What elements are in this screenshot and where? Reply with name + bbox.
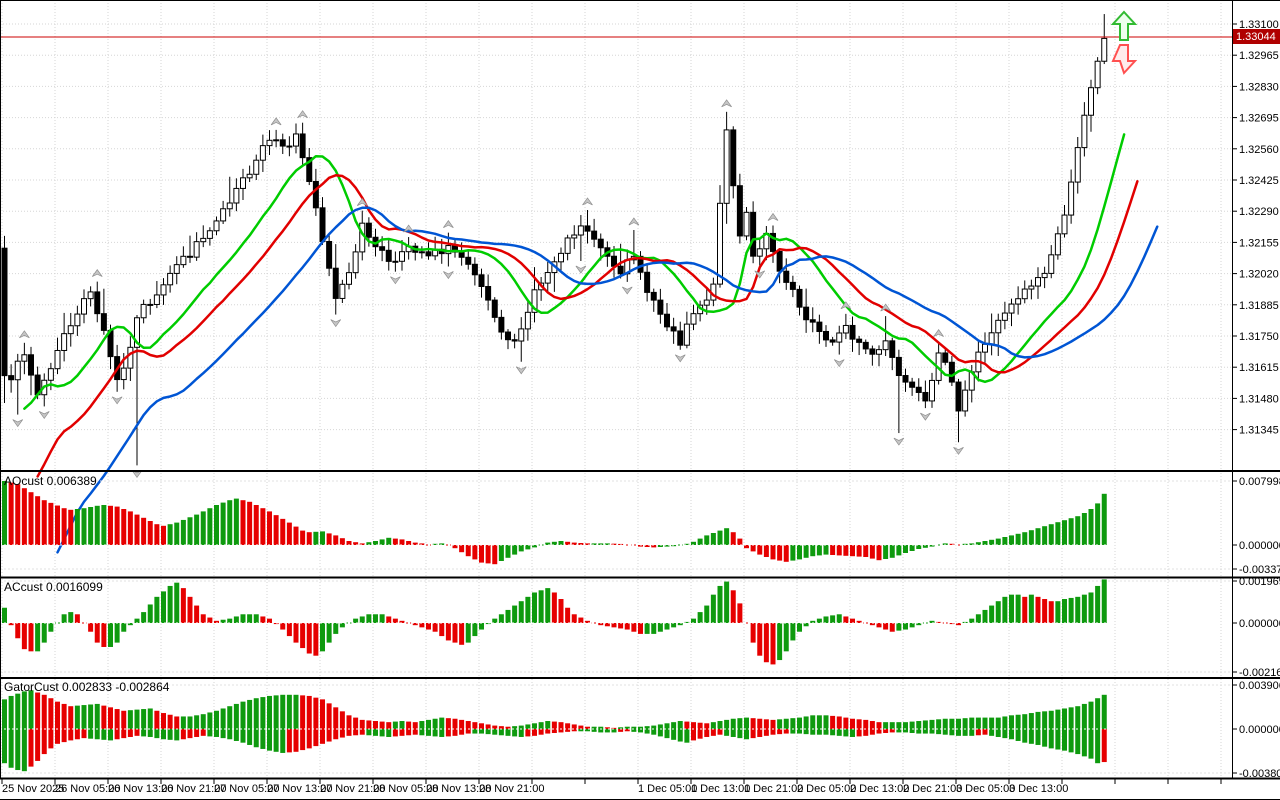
gator-scale-label: 0.003906 — [1239, 680, 1280, 692]
price-axis-label: 1.31885 — [1239, 300, 1279, 312]
fractal-up-icon — [767, 212, 779, 221]
alligator-lines — [23, 133, 1159, 554]
fractal-down-icon — [621, 286, 633, 295]
fractal-down-icon — [754, 270, 766, 279]
price-axis-label: 1.31750 — [1239, 331, 1279, 343]
time-axis-label: 2 Dec 21:00 — [903, 783, 962, 795]
fractal-up-icon — [628, 217, 640, 226]
price-axis-label: 1.32155 — [1239, 237, 1279, 249]
gator-panel-label: GatorCust 0.002833 -0.002864 — [4, 680, 170, 694]
time-axis-label: 28 Nov 05:00 — [373, 783, 438, 795]
time-axis-label: 2 Dec 05:00 — [797, 783, 856, 795]
fractal-down-icon — [920, 412, 931, 421]
fractal-down-icon — [515, 366, 527, 375]
fractal-down-icon — [330, 319, 342, 328]
price-axis-label: 1.32425 — [1239, 175, 1279, 187]
fractal-down-icon — [674, 354, 686, 363]
ao-scale-label: 0.000000 — [1239, 540, 1280, 552]
price-axis-label: 1.31615 — [1239, 362, 1279, 374]
fractal-down-icon — [38, 411, 50, 420]
fractal-down-icon — [575, 265, 587, 274]
alligator-lips-line — [23, 133, 1126, 410]
time-axis-label: 27 Nov 13:00 — [267, 783, 332, 795]
time-axis-label: 27 Nov 05:00 — [214, 783, 279, 795]
fractal-down-icon — [12, 419, 24, 428]
time-axis-label: 28 Nov 21:00 — [479, 783, 544, 795]
fractal-down-icon — [443, 271, 454, 280]
fractal-up-icon — [297, 110, 308, 119]
time-axis-label: 26 Nov 21:00 — [161, 783, 226, 795]
fractal-up-icon — [91, 269, 103, 277]
current-price-badge: 1.33044 — [1233, 28, 1280, 44]
time-axis-label: 26 Nov 05:00 — [55, 783, 120, 795]
ao-scale-label: -0.003373 — [1239, 564, 1280, 576]
time-axis-label: 1 Dec 05:00 — [638, 783, 697, 795]
fractal-up-icon — [19, 330, 30, 339]
time-axis-label: 3 Dec 13:00 — [1009, 783, 1068, 795]
price-axis-label: 1.32020 — [1239, 269, 1279, 281]
price-grid — [0, 0, 1232, 470]
price-axis-label: 1.32830 — [1239, 81, 1279, 93]
fractal-up-icon — [356, 198, 368, 206]
alligator-jaw-line — [56, 206, 1159, 554]
fractal-up-icon — [403, 224, 414, 233]
time-axis-label: 1 Dec 21:00 — [744, 783, 803, 795]
price-axis-label: 1.32290 — [1239, 206, 1279, 218]
price-axis-label: 1.31480 — [1239, 393, 1279, 405]
buy-signal-arrow-icon[interactable] — [1110, 10, 1138, 41]
ao-panel[interactable] — [0, 473, 1232, 576]
ac-scale-label: -0.0021688 — [1239, 667, 1280, 679]
time-axis-label: 3 Dec 05:00 — [956, 783, 1015, 795]
time-axis-label: 27 Nov 21:00 — [320, 783, 385, 795]
price-axis-label: 1.32965 — [1239, 50, 1279, 62]
fractal-up-icon — [880, 303, 891, 312]
candlesticks — [1, 14, 1108, 466]
price-axis[interactable]: 1.33100 1.32965 1.32830 1.32695 1.32560 1.324… — [1232, 19, 1280, 780]
time-axis-label: 1 Dec 13:00 — [691, 783, 750, 795]
fractal-up-icon — [933, 329, 944, 337]
signal-arrows — [1110, 10, 1138, 75]
alligator-teeth-line — [36, 174, 1139, 478]
fractal-down-icon — [893, 437, 905, 446]
fractal-up-icon — [270, 117, 282, 126]
fractal-up-icon — [840, 301, 852, 310]
ac-scale-label: 0.0000000 — [1239, 618, 1280, 630]
time-axis-label: 25 Nov 2025 — [2, 783, 64, 795]
fractal-down-icon — [390, 276, 401, 285]
ao-panel-label: AOcust 0.006389 — [4, 474, 97, 488]
ao-scale-label: 0.007998 — [1239, 476, 1280, 488]
ac-panel-label: ACcust 0.0016099 — [4, 580, 103, 594]
gator-scale-label: 0.000000 — [1239, 724, 1280, 736]
time-axis-label: 28 Nov 13:00 — [426, 783, 491, 795]
price-axis-label: 1.31345 — [1239, 425, 1279, 437]
ac-panel[interactable] — [0, 579, 1232, 677]
fractal-up-icon — [582, 197, 593, 206]
time-axis-label: 2 Dec 13:00 — [850, 783, 909, 795]
time-axis-label: 26 Nov 13:00 — [108, 783, 173, 795]
fractal-up-icon — [443, 220, 454, 228]
price-axis-label: 1.33100 — [1239, 19, 1279, 31]
ac-scale-label: 0.0019690 — [1239, 576, 1280, 588]
fractal-down-icon — [111, 396, 123, 405]
fractal-arrows — [12, 99, 964, 479]
fractal-down-icon — [953, 446, 964, 455]
sell-signal-arrow-icon[interactable] — [1111, 44, 1138, 75]
gator-panel[interactable] — [0, 679, 1232, 777]
fractal-up-icon — [721, 99, 732, 108]
fractal-down-icon — [833, 359, 845, 368]
price-axis-label: 1.32695 — [1239, 113, 1279, 125]
price-axis-label: 1.32560 — [1239, 144, 1279, 156]
